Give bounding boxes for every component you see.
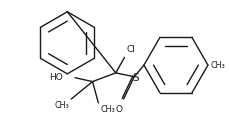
Text: Cl: Cl: [126, 45, 135, 54]
Text: O: O: [115, 105, 122, 114]
Text: CH₃: CH₃: [55, 101, 69, 110]
Text: CH₃: CH₃: [100, 105, 115, 114]
Text: HO: HO: [49, 73, 63, 82]
Text: S: S: [132, 73, 139, 83]
Text: CH₃: CH₃: [211, 61, 226, 70]
